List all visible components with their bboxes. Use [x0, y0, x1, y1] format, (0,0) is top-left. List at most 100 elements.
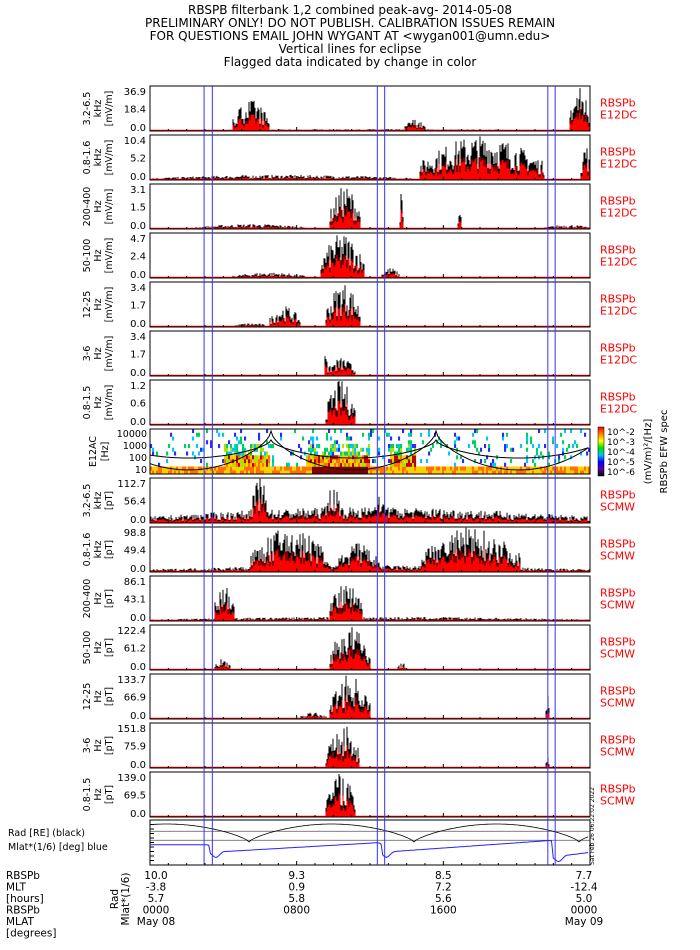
spectrogram-cell [352, 444, 355, 449]
spectrogram-cell [444, 466, 447, 471]
spectrogram-cell [306, 455, 309, 460]
spectrogram-cell [266, 459, 269, 464]
spectrogram-cell [458, 436, 461, 441]
spectrogram-cell [414, 462, 417, 467]
spectrogram-cell [236, 444, 239, 449]
spectrogram-cell [378, 447, 381, 452]
spectrogram-cell [236, 466, 239, 471]
spectrogram-cell [310, 462, 313, 467]
spectrogram-cell [534, 470, 537, 475]
spectrogram-cell [354, 451, 357, 456]
spectrogram-cell [362, 470, 365, 475]
y-axis-label: E12AC [Hz] [88, 436, 111, 467]
spectrogram-cell [252, 455, 255, 460]
spectrogram-cell [352, 451, 355, 456]
spectrogram-cell [494, 466, 497, 471]
spectrogram-cell [232, 462, 235, 467]
spectrogram-cell [344, 451, 347, 456]
y-tick-label: 2.4 [130, 252, 146, 263]
spectrogram-cell [530, 470, 533, 475]
spectrogram-cell [260, 466, 263, 471]
colorbar-tick: 10^-2 [607, 428, 635, 438]
side-label: Rad Mlat*(1/6) [109, 873, 132, 926]
spectrogram-cell [312, 462, 315, 467]
spectrogram-cell [260, 470, 263, 475]
spectrogram-cell [150, 444, 153, 449]
spectrogram-cell [298, 466, 301, 471]
spectrogram-cell [254, 470, 257, 475]
spectrogram-cell [482, 466, 485, 471]
spectrogram-cell [408, 440, 411, 445]
y-tick-label: 43.1 [124, 595, 146, 606]
spectrogram-cell [364, 466, 367, 471]
spectrogram-cell [338, 459, 341, 464]
sensor-label: SCMW [600, 501, 635, 514]
spectrogram-cell [408, 462, 411, 467]
spectrogram-cell [436, 440, 439, 445]
spectrogram-cell [350, 451, 353, 456]
spectrogram-cell [548, 455, 551, 460]
spectrogram-cell [542, 466, 545, 471]
sensor-label: SCMW [600, 795, 635, 808]
spectrogram-cell [450, 470, 453, 475]
y-tick-label: 4.7 [130, 234, 146, 245]
spectrogram-cell [580, 451, 583, 456]
x-tick-mlat: 5.6 [435, 893, 452, 905]
spectrogram-cell [504, 444, 507, 449]
y-axis-label: 3-6 Hz [pT] [82, 736, 115, 755]
spectrogram-cell [340, 429, 343, 434]
spectrogram-cell [410, 455, 413, 460]
spectrogram-cell [532, 444, 535, 449]
spectrogram-cell [322, 470, 325, 475]
spectrogram-cell [390, 455, 393, 460]
sensor-label: E12DC [600, 158, 637, 171]
spectrogram-cell [342, 459, 345, 464]
spectrogram-cell [466, 466, 469, 471]
spectrogram-cell [204, 470, 207, 475]
spectrogram-cell [260, 459, 263, 464]
spectrogram-cell [410, 459, 413, 464]
spectrogram-cell [380, 466, 383, 471]
spectrogram-cell [390, 462, 393, 467]
spectrogram-cell [266, 466, 269, 471]
y-unit-label: [mV/m] [104, 91, 115, 127]
spectrogram-cell [326, 470, 329, 475]
spectrogram-cell [526, 447, 529, 452]
spectrogram-cell [282, 466, 285, 471]
unit-label: kHz [93, 492, 104, 510]
spectrogram-cell [536, 447, 539, 452]
spectrogram-cell [426, 470, 429, 475]
spectrogram-cell [332, 470, 335, 475]
spectrogram-cell [338, 466, 341, 471]
spectrogram-cell [412, 466, 415, 471]
y-tick-label: 0.0 [130, 809, 146, 820]
spectrogram-cell [500, 470, 503, 475]
y-tick-label: 1.7 [130, 350, 146, 361]
spectrogram-cell [408, 432, 411, 437]
spectrogram-cell [198, 466, 201, 471]
spectrogram-cell [164, 470, 167, 475]
spectrogram-cell [434, 466, 437, 471]
spectrogram-cell [354, 466, 357, 471]
spectrogram-cell [432, 470, 435, 475]
spectrogram-cell [184, 470, 187, 475]
spectrogram-cell [502, 436, 505, 441]
spectrogram-cell [366, 470, 369, 475]
spectrogram-cell [202, 470, 205, 475]
instrument-label: RBSPb [600, 538, 636, 551]
spectrogram-cell [410, 432, 413, 437]
spectrogram-cell [300, 455, 303, 460]
spectrogram-cell [354, 470, 357, 475]
spectrogram-cell [310, 436, 313, 441]
spectrogram-cell [222, 432, 225, 437]
spectrogram-cell [264, 470, 267, 475]
spectrogram-cell [230, 459, 233, 464]
spectrogram-cell [522, 470, 525, 475]
spectrogram-cell [240, 440, 243, 445]
spectrogram-cell [558, 470, 561, 475]
panel-frame [149, 281, 591, 328]
y-axis-label: 50-100 Hz [pT] [82, 631, 115, 665]
spectrogram-cell [348, 459, 351, 464]
